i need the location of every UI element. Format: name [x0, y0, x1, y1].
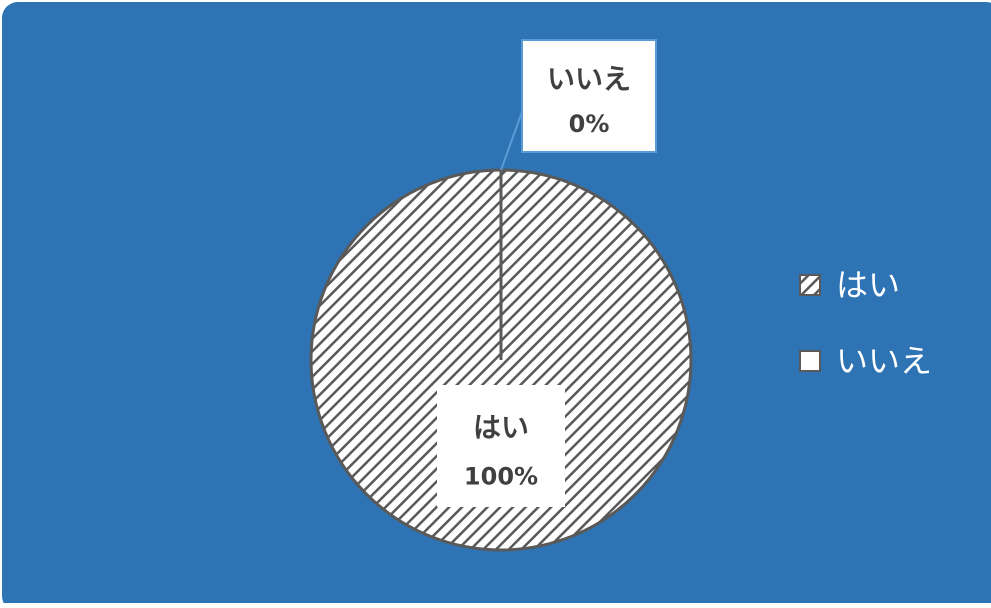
data-label-box-hai [437, 385, 565, 507]
legend-label-iie: いいえ [836, 342, 932, 380]
data-label-name-hai: はい [473, 411, 529, 444]
data-label-value-hai: 100% [464, 463, 538, 491]
legend-label-hai: はい [836, 266, 900, 304]
data-label-name-iie: いいえ [547, 62, 631, 95]
data-label-hai: はい 100% [437, 385, 565, 507]
legend-swatch-hai [799, 274, 821, 296]
legend-entry-hai: はい [799, 266, 900, 304]
data-label-box-iie [521, 39, 657, 153]
data-labels: はい 100% いいえ 0% [437, 39, 657, 507]
legend-entry-iie: いいえ [799, 342, 932, 380]
data-label-iie: いいえ 0% [521, 39, 657, 153]
legend-swatch-iie [799, 350, 821, 372]
data-label-value-iie: 0% [569, 110, 610, 138]
